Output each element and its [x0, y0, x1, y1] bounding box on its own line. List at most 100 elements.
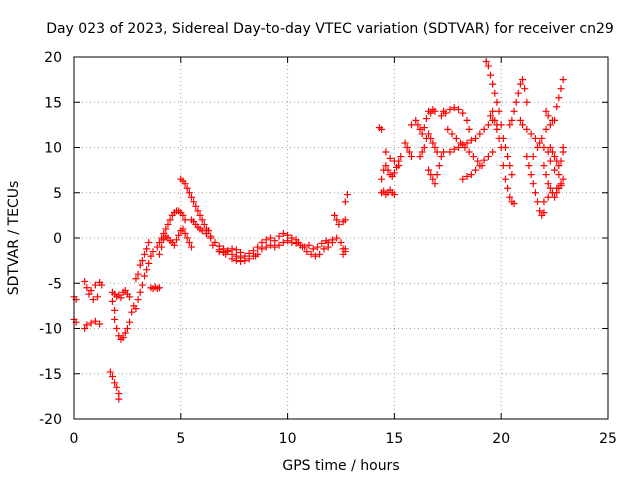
y-tick-label: -15 [39, 367, 62, 383]
data-point [380, 187, 388, 195]
data-point [397, 153, 405, 161]
data-point [117, 294, 125, 302]
data-point [521, 85, 529, 93]
data-point [190, 198, 198, 206]
data-point [181, 180, 189, 188]
data-point [553, 184, 561, 192]
grid-lines [74, 57, 608, 419]
data-point [476, 162, 484, 170]
data-point [170, 241, 178, 249]
data-point [138, 257, 146, 265]
data-point [324, 243, 332, 251]
data-point [181, 229, 189, 237]
data-point [431, 180, 439, 188]
data-point [538, 134, 546, 142]
data-point [275, 232, 283, 240]
data-point [544, 180, 552, 188]
data-point [339, 250, 347, 258]
data-point [559, 76, 567, 84]
data-point [87, 286, 95, 294]
data-point [328, 239, 336, 247]
data-point [531, 189, 539, 197]
data-point [446, 105, 454, 113]
data-point [519, 76, 527, 84]
data-point [258, 239, 266, 247]
data-point [555, 171, 563, 179]
data-point [446, 148, 454, 156]
data-point [489, 148, 497, 156]
data-point [510, 107, 518, 115]
data-point [463, 172, 471, 180]
data-point [187, 193, 195, 201]
data-point [491, 89, 499, 97]
x-tick-label: 5 [176, 431, 185, 447]
data-point [542, 125, 550, 133]
data-point [111, 379, 119, 387]
data-point [245, 255, 253, 263]
data-point [557, 85, 565, 93]
data-point [155, 250, 163, 258]
x-tick-label: 25 [599, 431, 617, 447]
data-point [254, 250, 262, 258]
data-point [559, 144, 567, 151]
data-point [164, 220, 172, 228]
data-point [525, 162, 533, 170]
data-point [450, 104, 458, 112]
data-point [548, 148, 556, 156]
data-point [403, 144, 411, 151]
data-point [126, 293, 134, 301]
data-point [416, 153, 424, 161]
y-tick-label: -5 [48, 276, 62, 292]
data-point [179, 211, 187, 219]
data-point [108, 372, 116, 380]
data-point [232, 257, 240, 265]
data-point [433, 171, 441, 179]
data-point [275, 241, 283, 249]
data-point [175, 231, 183, 239]
data-point [254, 243, 262, 251]
data-point [512, 98, 520, 106]
data-point [467, 136, 475, 144]
data-point [237, 258, 245, 266]
data-point [341, 198, 349, 206]
data-point [506, 162, 514, 170]
x-axis-label: GPS time / hours [282, 458, 399, 474]
y-axis-label: SDTVAR / TECUs [6, 181, 22, 296]
data-point [487, 71, 495, 79]
data-point [220, 248, 228, 256]
data-point [459, 175, 467, 183]
data-point [540, 162, 548, 170]
data-point [418, 148, 426, 156]
data-point [198, 216, 206, 224]
data-point [440, 148, 448, 156]
data-point [83, 284, 91, 292]
x-tick-label: 10 [279, 431, 297, 447]
chart-title: Day 023 of 2023, Sidereal Day-to-day VTE… [46, 21, 614, 37]
data-point [183, 234, 191, 242]
data-point [262, 243, 270, 251]
data-point [232, 246, 240, 254]
data-point [542, 171, 550, 179]
data-point [113, 325, 121, 332]
data-point [160, 236, 168, 244]
data-point [305, 241, 313, 249]
data-point [493, 125, 501, 133]
data-point [335, 220, 343, 228]
data-point [209, 241, 217, 249]
data-point [514, 89, 522, 97]
data-point [207, 234, 215, 242]
data-point [341, 245, 349, 253]
data-point [132, 275, 140, 283]
data-point [425, 166, 433, 174]
y-tick-label: 20 [44, 50, 62, 66]
x-tick-label: 0 [70, 431, 79, 447]
data-point [192, 202, 200, 210]
data-point [480, 156, 488, 164]
y-tick-label: -20 [39, 412, 62, 428]
data-point [181, 216, 189, 224]
data-point [508, 116, 516, 124]
data-point [185, 189, 193, 197]
data-point [495, 107, 503, 115]
data-point [121, 286, 129, 294]
data-point [427, 134, 435, 142]
